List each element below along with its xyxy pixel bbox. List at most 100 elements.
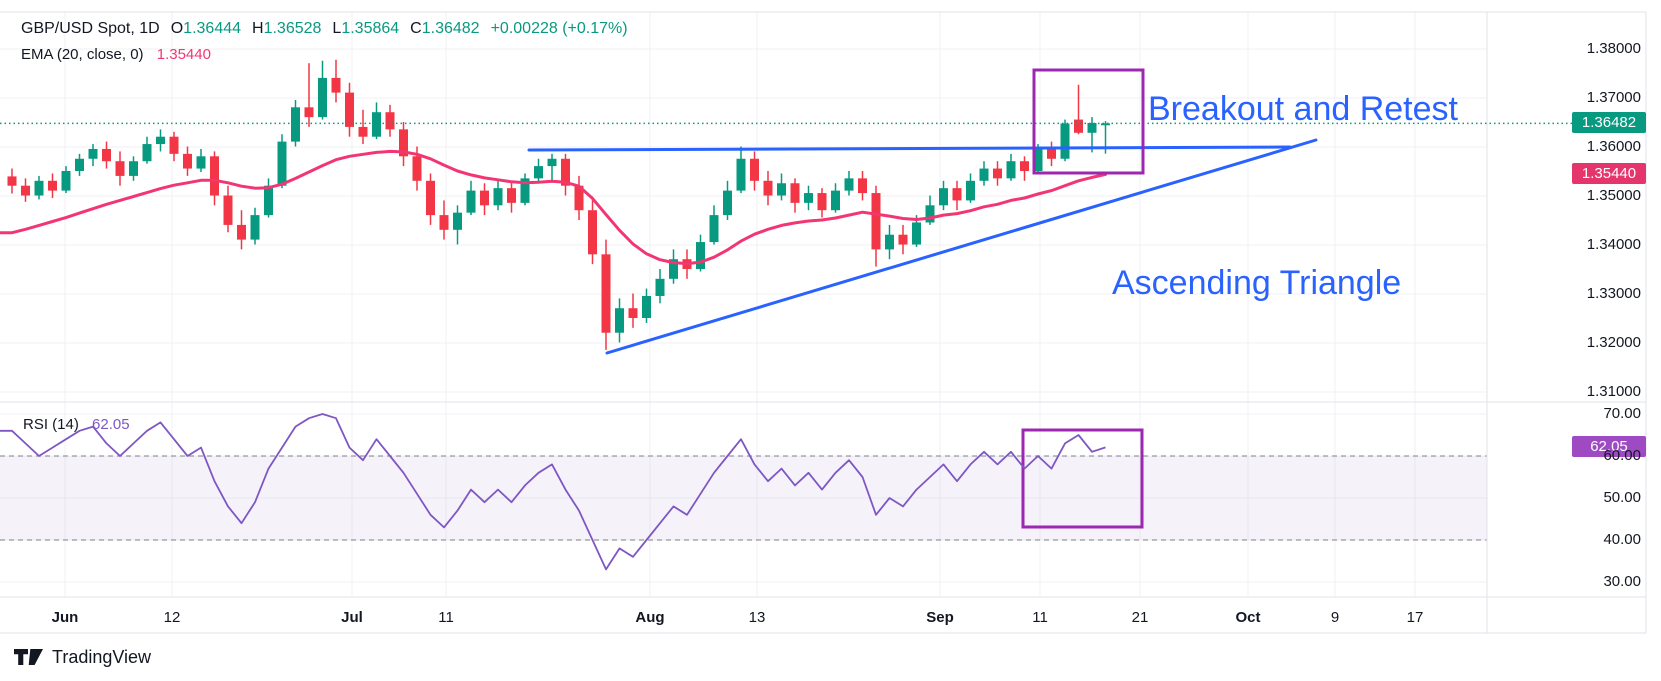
symbol-title: GBP/USD Spot, 1D xyxy=(21,20,160,37)
price-tick-label: 1.38000 xyxy=(1586,40,1641,57)
price-tick-label: 1.32000 xyxy=(1586,334,1641,351)
candle-body xyxy=(534,166,543,179)
rsi-tick-label: 60.00 xyxy=(1603,447,1641,464)
ohlc-high: H1.36528 xyxy=(252,20,322,37)
rsi-label: RSI (14) xyxy=(23,416,79,433)
candle-body xyxy=(318,77,327,118)
candle-body xyxy=(777,183,786,196)
candle-body xyxy=(804,193,813,203)
candle-body xyxy=(993,168,1002,179)
candle-body xyxy=(939,188,948,206)
candle-body xyxy=(34,180,44,196)
candle-body xyxy=(480,190,489,206)
candle-body xyxy=(628,308,638,319)
candle-body xyxy=(237,224,246,240)
highlight-rsi-box[interactable] xyxy=(1021,428,1144,529)
candle-body xyxy=(615,308,624,333)
candle-body xyxy=(1047,148,1056,159)
price-tick-label: 1.37000 xyxy=(1586,89,1641,106)
candle-body xyxy=(358,126,368,137)
candle-body xyxy=(885,234,894,250)
price-tick-label: 1.36000 xyxy=(1586,138,1641,155)
candle-body xyxy=(493,188,503,206)
time-tick-label: Sep xyxy=(926,609,954,626)
time-tick-label: Oct xyxy=(1235,609,1261,626)
candle-body xyxy=(1101,123,1110,126)
trendline-resistance[interactable] xyxy=(527,145,1292,152)
candle-body xyxy=(588,210,597,255)
ema-legend[interactable]: EMA (20, close, 0) 1.35440 xyxy=(21,46,211,63)
time-tick-label: 9 xyxy=(1330,609,1340,626)
rsi-value-badge: 62.05 xyxy=(1572,436,1646,457)
candle-body xyxy=(520,178,530,203)
ema-line xyxy=(0,149,1107,266)
candle-body xyxy=(75,158,84,172)
candle-body xyxy=(183,153,192,169)
time-tick-label: Aug xyxy=(635,609,665,626)
highlight-breakout-box[interactable] xyxy=(1032,68,1145,175)
candle-body xyxy=(966,180,975,201)
candle-body xyxy=(372,112,381,137)
candle-body xyxy=(898,234,908,245)
candle-body xyxy=(156,136,165,145)
candle-body xyxy=(763,180,773,196)
rsi-legend[interactable]: RSI (14) 62.05 xyxy=(23,416,130,433)
candle-body xyxy=(858,178,867,194)
time-tick-label: 21 xyxy=(1131,609,1149,626)
ema-label: EMA (20, close, 0) xyxy=(21,46,144,63)
symbol-legend[interactable]: GBP/USD Spot, 1D O1.36444 H1.36528 L1.35… xyxy=(21,20,628,38)
price-tick-label: 1.34000 xyxy=(1586,236,1641,253)
rsi-line xyxy=(0,413,1106,571)
candle-body xyxy=(871,193,881,250)
time-tick-label: Jun xyxy=(51,609,79,626)
ema-value: 1.35440 xyxy=(156,46,211,63)
rsi-value: 62.05 xyxy=(92,416,130,433)
candle-body xyxy=(561,158,570,186)
price-tick-label: 1.33000 xyxy=(1586,285,1641,302)
candle-body xyxy=(426,180,435,216)
candle-body xyxy=(844,178,854,191)
candle-body xyxy=(709,215,719,243)
candle-body xyxy=(925,205,935,223)
candle-body xyxy=(399,129,408,157)
time-tick-label: 13 xyxy=(748,609,766,626)
candle-body xyxy=(1020,161,1029,172)
change-value: +0.00228 (+0.17%) xyxy=(490,20,628,37)
candle-body xyxy=(453,212,462,230)
price-tick-label: 1.31000 xyxy=(1586,383,1641,400)
candle-body xyxy=(88,148,98,159)
rsi-tick-label: 30.00 xyxy=(1603,573,1641,590)
candle-body xyxy=(345,92,354,127)
candle-body xyxy=(277,141,287,186)
time-tick-label: 11 xyxy=(1032,609,1048,626)
last-price-badge: 1.36482 xyxy=(1572,112,1646,133)
candle-body xyxy=(466,190,476,213)
tradingview-logo-text: TradingView xyxy=(52,647,152,667)
rsi-tick-label: 70.00 xyxy=(1603,405,1641,422)
candle-body xyxy=(723,190,732,216)
annotation-breakout-retest[interactable]: Breakout and Retest xyxy=(1148,90,1458,128)
candle-body xyxy=(21,185,30,196)
candle-body xyxy=(331,77,341,93)
candle-body xyxy=(655,278,665,296)
candle-body xyxy=(250,215,260,240)
candle-body xyxy=(129,161,138,176)
candle-body xyxy=(696,242,705,270)
candle-body xyxy=(412,156,422,181)
candle-body xyxy=(291,107,300,142)
candle-body xyxy=(912,222,921,245)
time-tick-label: 11 xyxy=(438,609,454,626)
ohlc-open: O1.36444 xyxy=(170,20,242,37)
trendline-ascending-support[interactable] xyxy=(605,138,1318,355)
candle-body xyxy=(223,195,233,225)
candle-body xyxy=(642,295,651,319)
candle-body xyxy=(210,156,219,196)
tradingview-logo[interactable]: TradingView xyxy=(14,647,151,668)
annotation-ascending-triangle[interactable]: Ascending Triangle xyxy=(1112,264,1402,302)
candle-body xyxy=(1006,161,1016,179)
candle-body xyxy=(304,107,314,118)
candle-body xyxy=(385,112,395,130)
rsi-band-fill xyxy=(0,456,1487,540)
